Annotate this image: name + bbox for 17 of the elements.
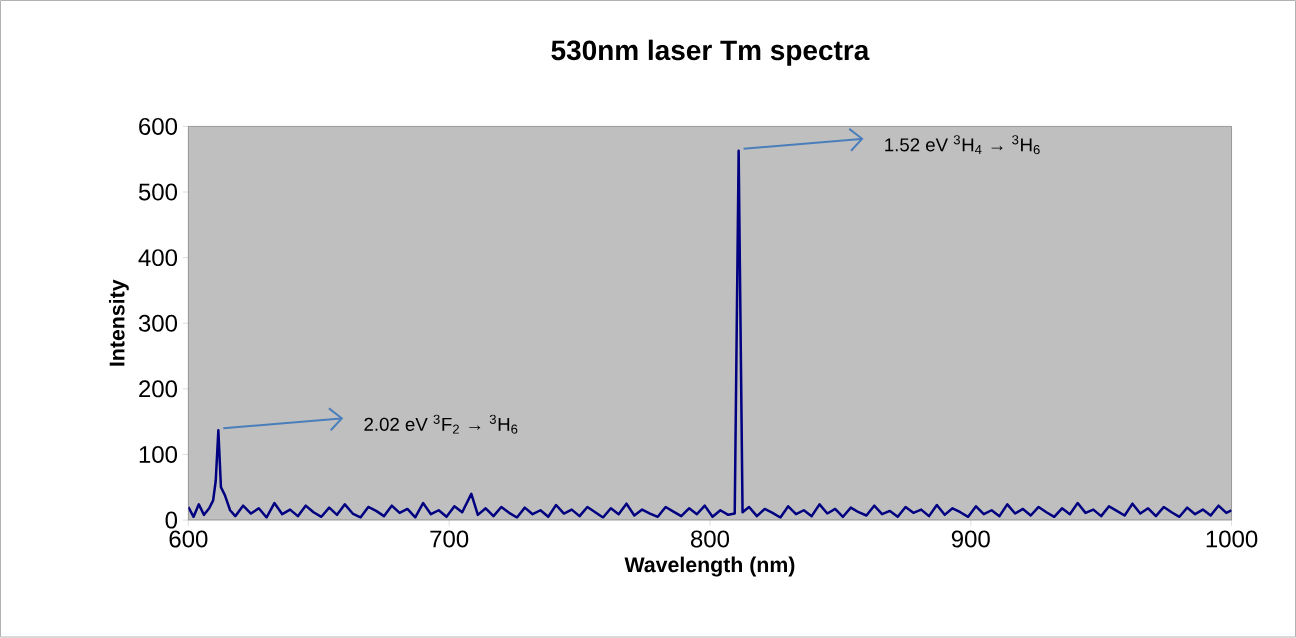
x-axis-title: Wavelength (nm) — [624, 556, 795, 577]
x-tick-label: 1000 — [1206, 530, 1258, 548]
y-tick-label: 300 — [138, 314, 178, 332]
x-tick-label: 700 — [430, 530, 469, 548]
y-tick-label: 0 — [165, 511, 178, 529]
chart-title: 530nm laser Tm spectra — [551, 39, 870, 66]
x-tick-label: 800 — [690, 530, 730, 548]
y-tick-label: 400 — [138, 249, 178, 267]
annotation: 1.52 eV $^{3}$H$_{4}$ → $^{3}$H$_{6}$ — [885, 135, 1040, 155]
y-axis-title: Intensity — [108, 279, 129, 366]
x-tick-label: 600 — [169, 530, 208, 548]
y-tick-label: 200 — [139, 380, 178, 398]
x-tick-label: 900 — [951, 530, 990, 548]
annotation: 2.02 eV $^{3}$F$_{2}$ → $^{3}$H$_{6}$ — [364, 414, 518, 434]
y-tick-label: 500 — [138, 183, 178, 201]
y-tick-label: 600 — [139, 118, 178, 136]
y-tick-label: 100 — [139, 446, 178, 464]
